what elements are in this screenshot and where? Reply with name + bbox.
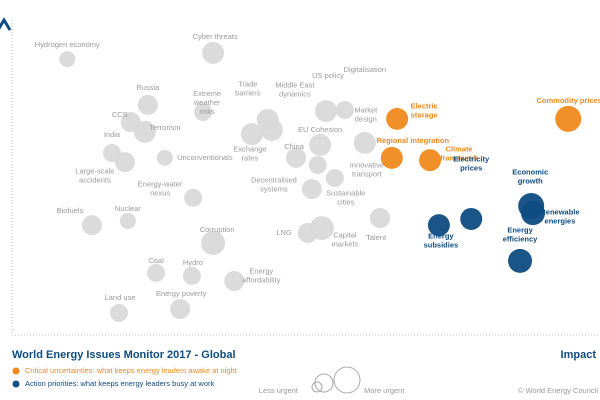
bubble <box>353 131 376 154</box>
bubble <box>427 214 450 237</box>
bubble <box>137 94 158 115</box>
bubble <box>201 231 226 256</box>
bubble-label: Large-scale accidents <box>75 167 114 185</box>
bubble <box>370 208 391 228</box>
size-legend-circle <box>333 366 361 394</box>
bubble <box>380 146 403 169</box>
bubble-label: Economic growth <box>512 167 548 185</box>
bubble-label: US policy <box>312 71 344 80</box>
bubble-label: Digitalisation <box>344 65 387 74</box>
bubble <box>110 303 129 322</box>
bubble <box>119 212 136 229</box>
bubble-label: Energy poverty <box>156 289 207 298</box>
bubble-label: EU Cohesion <box>298 125 342 134</box>
source: © World Energy Council <box>518 386 598 395</box>
bubble <box>114 152 135 173</box>
bubble-label: Renewable energies <box>540 208 579 226</box>
bubble-label: Decentralised systems <box>251 176 297 194</box>
bubble-label: Hydro <box>183 258 203 267</box>
bubble <box>59 51 76 68</box>
x-axis-label: Impact <box>561 349 597 361</box>
bubble-label: Biofuels <box>57 206 84 215</box>
bubble <box>555 105 582 132</box>
bubble <box>184 188 203 207</box>
bubble-label: Terrorism <box>149 123 180 132</box>
legend-swatch <box>12 367 20 375</box>
bubble-label: Electric storage <box>411 101 438 119</box>
bubble-label: Electricity prices <box>453 154 490 172</box>
size-legend-label: More urgent <box>364 386 405 395</box>
bubble-label: Nuclear <box>115 204 141 213</box>
bubble <box>286 147 307 168</box>
bubble <box>520 201 545 226</box>
bubble <box>325 169 344 188</box>
bubble-label: Talent <box>366 233 387 242</box>
bubble-label: Middle East dynamics <box>275 80 315 98</box>
bubble <box>508 248 533 273</box>
bubble <box>133 120 156 143</box>
bubble-label: Capital markets <box>332 231 359 249</box>
bubble-label: Russia <box>136 83 160 92</box>
bubble <box>170 299 191 319</box>
bubble <box>419 149 442 172</box>
axis-arrow <box>0 17 12 31</box>
bubble-label: Exchange rates <box>233 145 266 163</box>
bubble-label: Cyber threats <box>193 32 238 41</box>
bubble <box>309 216 334 241</box>
bubble <box>194 103 213 122</box>
bubble-label: Corruption <box>200 225 235 234</box>
bubble <box>240 123 263 146</box>
bubble <box>301 179 322 200</box>
bubble-label: Coal <box>148 256 164 265</box>
chart-title: World Energy Issues Monitor 2017 - Globa… <box>12 349 236 361</box>
bubble-label: Energy subsidies <box>424 232 459 250</box>
bubble-label: Regional integration <box>377 136 450 145</box>
bubble-label: Energy-water nexus <box>138 179 183 197</box>
bubble <box>182 266 201 285</box>
size-legend-label: Less urgent <box>259 386 299 395</box>
bubble-label: Climate framework <box>440 145 479 163</box>
bubble-label: Innovative transport <box>350 161 384 179</box>
bubble-label: Trade barriers <box>235 79 261 97</box>
bubble-label: Energy affordability <box>242 267 280 285</box>
bubble-label: CCS <box>112 110 128 119</box>
bubble-label: Hydrogen economy <box>35 40 100 49</box>
bubble-label: Extreme weather risks <box>193 89 221 116</box>
bubble-label: LNG <box>276 228 292 237</box>
bubble <box>224 271 245 292</box>
bubble <box>314 100 337 123</box>
bubble <box>202 41 225 64</box>
bubble <box>308 156 327 175</box>
bubble-label: India <box>104 130 121 139</box>
bubble-label: Land use <box>105 293 136 302</box>
bubble-label: Market design <box>354 105 378 123</box>
bubble-label: Commodity prices <box>537 96 600 105</box>
bubble <box>460 207 483 230</box>
bubble-label: Sustainable cities <box>326 189 365 207</box>
bubble-label: China <box>284 142 304 151</box>
bubble-label: Energy efficiency <box>503 225 538 243</box>
size-legend-circle <box>311 381 323 393</box>
legend-swatch <box>12 380 20 388</box>
bubble <box>156 149 173 166</box>
bubble <box>81 215 102 236</box>
legend-label: Action priorities: what keeps energy lea… <box>25 379 215 388</box>
bubble <box>147 263 166 282</box>
size-legend-circle <box>314 373 334 393</box>
bubble <box>260 118 283 141</box>
bubble <box>335 101 354 120</box>
bubble <box>309 133 332 156</box>
legend-label: Critical uncertainties: what keeps energ… <box>25 366 238 375</box>
bubble-label: Unconventionals <box>177 153 233 162</box>
bubble <box>386 107 409 130</box>
